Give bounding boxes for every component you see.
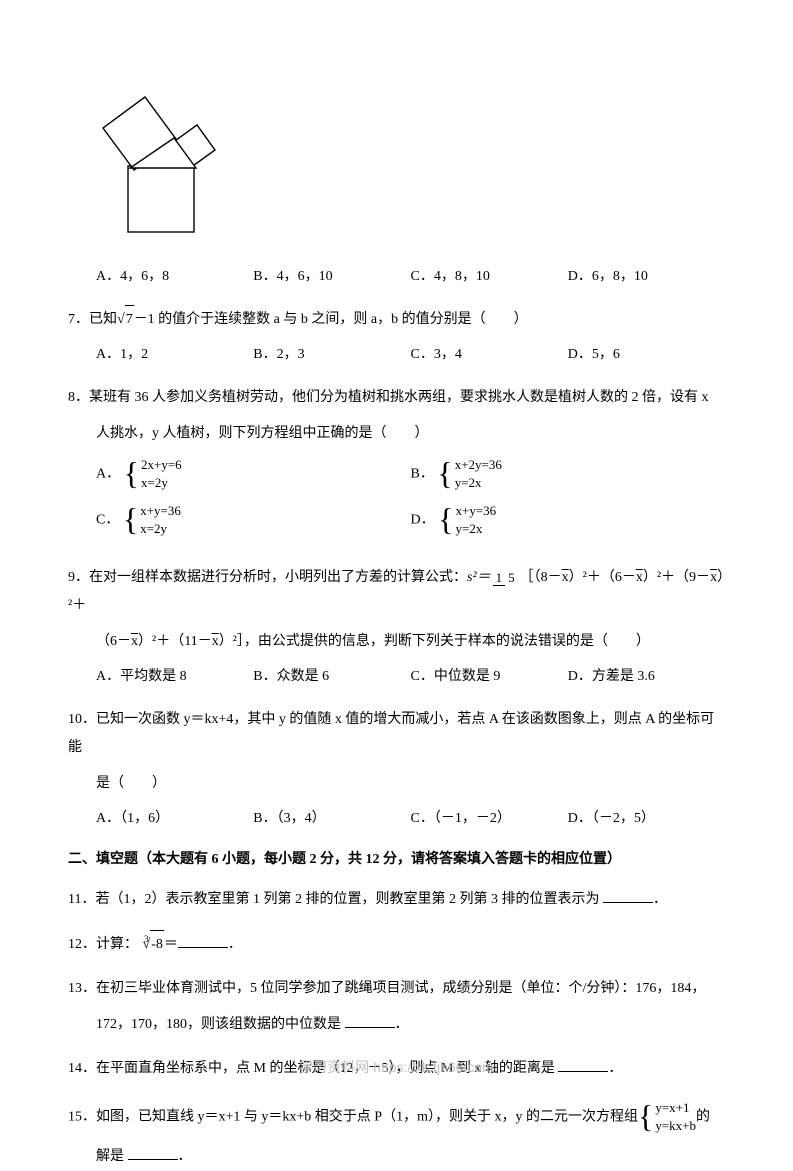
q9-m1: ［（8－ [520,570,562,585]
brace-system-icon: {y=x+1y=kx+b [638,1099,696,1135]
brace-system-icon: { x+y=36 x=2y [123,502,181,538]
q8-opt-d: D． { x+y=36 y=2x [411,502,726,538]
q9-s2: s²＝ [467,570,491,585]
q9-prefix: 9．在对一组样本数据进行分析时，小明列出了方差的计算公式： [68,570,467,585]
question-15: 15．如图，已知直线 y＝x+1 与 y＝kx+b 相交于点 P（1，m），则关… [68,1099,725,1171]
q13-period: ． [395,1017,409,1032]
q9-m2: ）²＋（6－ [569,570,636,585]
q6-opt-c: C．4，8，10 [411,264,568,289]
q6-opt-d: D．6，8，10 [568,264,725,289]
blank-line-icon [178,934,228,948]
brace-system-icon: { x+y=36 y=2x [438,502,496,538]
q8-line2: 人挑水，y 人植树，则下列方程组中正确的是（ ） [68,420,725,448]
q9-opt-b: B．众数是 6 [253,664,410,689]
q7-opt-d: D．5，6 [568,342,725,367]
blank-line-icon [128,1146,178,1160]
q9-opt-a: A．平均数是 8 [96,664,253,689]
q8-line1: 8．某班有 36 人参加义务植树劳动，他们分为植树和挑水两组，要求挑水人数是植树… [68,384,725,412]
question-13: 13．在初三毕业体育测试中，5 位同学参加了跳绳项目测试，成绩分别是（单位：个/… [68,975,725,1039]
q8-a-eq1: 2x+y=6 [141,456,182,474]
q6-opt-a: A．4，6，8 [96,264,253,289]
q10-line2: 是（ ） [68,770,725,798]
q8-d-eq2: y=2x [455,520,496,538]
q8-a-label: A． [96,466,120,481]
q10-opt-b: B．（3，4） [253,806,410,831]
q8-opt-c: C． { x+y=36 x=2y [96,502,411,538]
sqrt-icon: -8 [143,930,164,959]
q9-l2b: ）²＋（11－ [138,634,212,649]
question-8: 8．某班有 36 人参加义务植树劳动，他们分为植树和挑水两组，要求挑水人数是植树… [68,384,725,549]
q7-opt-b: B．2，3 [253,342,410,367]
xbar-icon: x [131,634,138,649]
fraction-icon: 15 [493,571,518,585]
q15-line2: 解是 [96,1149,128,1164]
q15-suffix: 的 [696,1109,710,1124]
q6-opt-b: B．4，6，10 [253,264,410,289]
q15-period: ． [178,1149,192,1164]
brace-system-icon: { 2x+y=6 x=2y [124,456,182,492]
footer-watermark: 学习资料网 https://xk.tjh66.com [0,1055,793,1080]
q9-l2c: ）²］，由公式提供的信息，判断下列关于样本的说法错误的是（ ） [219,634,650,649]
q7-prefix: 7．已知 [68,312,117,327]
q8-opt-b: B． { x+2y=36 y=2x [411,456,726,492]
q9-opt-c: C．中位数是 9 [411,664,568,689]
question-7: 7．已知7－1 的值介于连续整数 a 与 b 之间，则 a，b 的值分别是（ ）… [68,305,725,367]
sqrt-icon: 7 [117,305,134,334]
q8-opt-a: A． { 2x+y=6 x=2y [96,456,411,492]
q10-opt-a: A．（1，6） [96,806,253,831]
q8-d-label: D． [411,512,435,527]
brace-system-icon: { x+2y=36 y=2x [437,456,502,492]
q8-a-eq2: x=2y [141,474,182,492]
q13-line2: 172，170，180，则该组数据的中位数是 [96,1017,345,1032]
q8-c-label: C． [96,512,119,527]
q9-m3: ）²＋（9－ [643,570,710,585]
xbar-icon: x [710,570,717,585]
q10-opt-d: D．（－2，5） [568,806,725,831]
q8-b-eq1: x+2y=36 [455,456,502,474]
q12-period: ． [228,937,242,952]
q15-eq2: y=kx+b [655,1117,696,1135]
pythagoras-figure [98,90,725,244]
q7-opt-a: A．1，2 [96,342,253,367]
xbar-icon: x [212,634,219,649]
q7-opt-c: C．3，4 [411,342,568,367]
question-10: 10．已知一次函数 y＝kx+4，其中 y 的值随 x 值的增大而减小，若点 A… [68,706,725,831]
q12-eq: ＝ [164,937,178,952]
question-11: 11．若（1，2）表示教室里第 1 列第 2 排的位置，则教室里第 2 列第 3… [68,886,725,914]
xbar-icon: x [636,570,643,585]
q15-eq1: y=x+1 [655,1099,696,1117]
xbar-icon: x [562,570,569,585]
q8-c-eq1: x+y=36 [140,502,181,520]
q13-line1: 13．在初三毕业体育测试中，5 位同学参加了跳绳项目测试，成绩分别是（单位：个/… [68,975,725,1003]
blank-line-icon [345,1014,395,1028]
q10-opt-c: C．（－1，－2） [411,806,568,831]
q11-text: 11．若（1，2）表示教室里第 1 列第 2 排的位置，则教室里第 2 列第 3… [68,892,603,907]
q15-prefix: 15．如图，已知直线 y＝x+1 与 y＝kx+b 相交于点 P（1，m），则关… [68,1109,638,1124]
q7-suffix: －1 的值介于连续整数 a 与 b 之间，则 a，b 的值分别是（ ） [134,312,528,327]
q8-d-eq1: x+y=36 [455,502,496,520]
q10-line1: 10．已知一次函数 y＝kx+4，其中 y 的值随 x 值的增大而减小，若点 A… [68,706,725,762]
question-9: 9．在对一组样本数据进行分析时，小明列出了方差的计算公式：s²＝15［（8－x）… [68,564,725,689]
q9-l2a: （6－ [96,634,131,649]
question-6-options: A．4，6，8 B．4，6，10 C．4，8，10 D．6，8，10 [68,264,725,289]
q12-prefix: 12．计算： [68,937,138,952]
q11-period: ． [653,892,667,907]
section-2-header: 二、填空题（本大题有 6 小题，每小题 2 分，共 12 分，请将答案填入答题卡… [68,847,725,872]
q8-c-eq2: x=2y [140,520,181,538]
q8-b-label: B． [411,466,434,481]
question-12: 12．计算：3-8＝． [68,930,725,959]
q8-b-eq2: y=2x [455,474,502,492]
blank-line-icon [603,889,653,903]
q9-opt-d: D．方差是 3.6 [568,664,725,689]
